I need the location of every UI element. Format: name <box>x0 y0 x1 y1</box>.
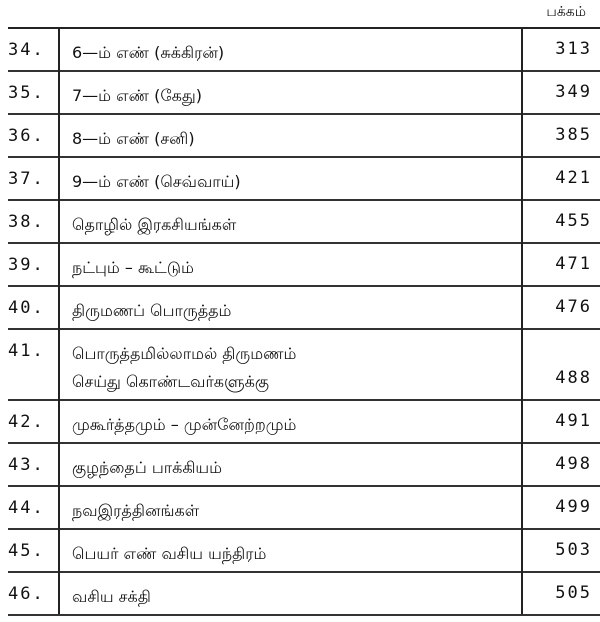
toc-row: 45. பெயர் எண் வசிய யந்திரம் 503 <box>8 530 600 573</box>
chapter-title: வசிய சக்தி <box>72 583 151 611</box>
toc-row: 37. 9—ம் எண் (செவ்வாய்) 421 <box>8 158 600 201</box>
toc-row: 35. 7—ம் எண் (கேது) 349 <box>8 72 600 115</box>
chapter-number: 45. <box>8 541 45 561</box>
page-number: 498 <box>555 454 592 474</box>
column-divider <box>58 27 60 614</box>
chapter-number: 39. <box>8 255 45 275</box>
chapter-number: 46. <box>8 584 45 604</box>
toc-row: 40. திருமணப் பொருத்தம் 476 <box>8 287 600 330</box>
chapter-number: 34. <box>8 40 45 60</box>
chapter-title: திருமணப் பொருத்தம் <box>72 297 231 325</box>
page-number: 476 <box>555 297 592 317</box>
chapter-title-line: குழந்தைப் பாக்கியம் <box>72 458 223 477</box>
column-divider <box>521 27 523 614</box>
chapter-title: பொருத்தமில்லாமல் திருமணம் செய்து கொண்டவர்… <box>72 340 296 396</box>
chapter-title-line: பெயர் எண் வசிய யந்திரம் <box>72 544 267 563</box>
page-number: 385 <box>555 125 592 145</box>
page-number: 349 <box>555 82 592 102</box>
page-number: 421 <box>555 168 592 188</box>
toc-row: 34. 6—ம் எண் (சுக்கிரன்) 313 <box>8 29 600 72</box>
chapter-title-line: 9—ம் எண் (செவ்வாய்) <box>72 172 241 191</box>
page-number: 471 <box>555 254 592 274</box>
chapter-number: 40. <box>8 298 45 318</box>
chapter-number: 41. <box>8 341 45 361</box>
chapter-title-line: பொருத்தமில்லாமல் திருமணம் <box>72 344 297 363</box>
toc-row: 39. நட்பும் – கூட்டும் 471 <box>8 244 600 287</box>
toc-row: 41. பொருத்தமில்லாமல் திருமணம் செய்து கொண்ட… <box>8 330 600 401</box>
chapter-title-line: நவஇரத்தினங்கள் <box>72 501 200 520</box>
chapter-title: பெயர் எண் வசிய யந்திரம் <box>72 540 266 568</box>
chapter-number: 37. <box>8 169 45 189</box>
chapter-title: நட்பும் – கூட்டும் <box>72 254 194 282</box>
page-number: 499 <box>555 497 592 517</box>
toc-row: 46. வசிய சக்தி 505 <box>8 573 600 616</box>
chapter-title: முகூர்த்தமும் – முன்னேற்றமும் <box>72 411 296 439</box>
page-number: 503 <box>555 540 592 560</box>
chapter-title-line: செய்து கொண்டவர்களுக்கு <box>72 372 270 391</box>
chapter-title: குழந்தைப் பாக்கியம் <box>72 454 222 482</box>
chapter-title: நவஇரத்தினங்கள் <box>72 497 199 525</box>
chapter-title-line: 6—ம் எண் (சுக்கிரன்) <box>72 43 225 62</box>
page-number: 313 <box>555 39 592 59</box>
chapter-title: 8—ம் எண் (சனி) <box>72 125 195 153</box>
chapter-number: 42. <box>8 412 45 432</box>
chapter-title: 9—ம் எண் (செவ்வாய்) <box>72 168 241 196</box>
chapter-title-line: 8—ம் எண் (சனி) <box>72 129 195 148</box>
toc-row: 42. முகூர்த்தமும் – முன்னேற்றமும் 491 <box>8 401 600 444</box>
page-number: 455 <box>555 211 592 231</box>
chapter-number: 44. <box>8 498 45 518</box>
page-column-header: பக்கம் <box>546 4 586 20</box>
toc-row: 38. தொழில் இரகசியங்கள் 455 <box>8 201 600 244</box>
chapter-title-line: தொழில் இரகசியங்கள் <box>72 215 237 234</box>
chapter-title: தொழில் இரகசியங்கள் <box>72 211 236 239</box>
chapter-number: 36. <box>8 126 45 146</box>
toc-row: 43. குழந்தைப் பாக்கியம் 498 <box>8 444 600 487</box>
chapter-title: 7—ம் எண் (கேது) <box>72 82 202 110</box>
chapter-title: 6—ம் எண் (சுக்கிரன்) <box>72 39 224 67</box>
chapter-title-line: வசிய சக்தி <box>72 587 151 606</box>
page-number: 505 <box>555 583 592 603</box>
page-number: 491 <box>555 411 592 431</box>
chapter-number: 38. <box>8 212 45 232</box>
toc-row: 36. 8—ம் எண் (சனி) 385 <box>8 115 600 158</box>
toc-row: 44. நவஇரத்தினங்கள் 499 <box>8 487 600 530</box>
chapter-title-line: 7—ம் எண் (கேது) <box>72 86 203 105</box>
page-number: 488 <box>555 368 592 388</box>
chapter-number: 43. <box>8 455 45 475</box>
chapter-title-line: நட்பும் – கூட்டும் <box>72 258 194 277</box>
chapter-title-line: திருமணப் பொருத்தம் <box>72 301 232 320</box>
contents-table: 34. 6—ம் எண் (சுக்கிரன்) 313 35. 7—ம் எண் (க… <box>8 27 600 616</box>
chapter-number: 35. <box>8 83 45 103</box>
chapter-title-line: முகூர்த்தமும் – முன்னேற்றமும் <box>72 415 297 434</box>
